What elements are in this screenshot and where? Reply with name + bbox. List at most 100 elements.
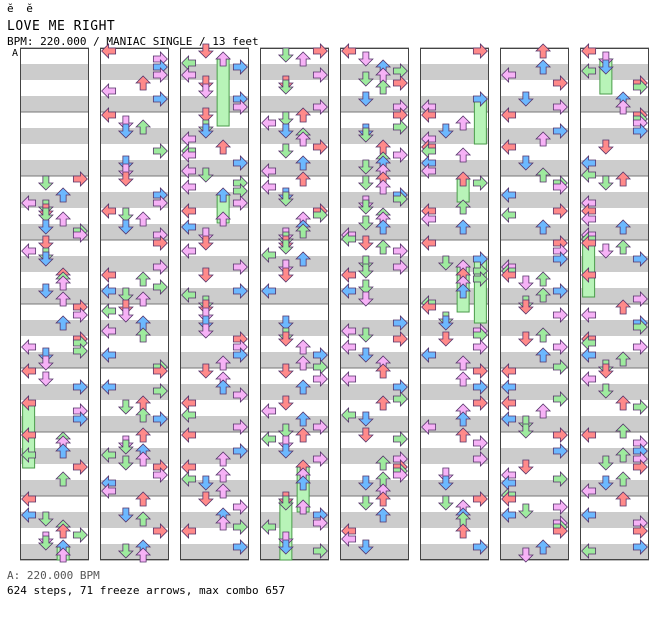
step-arrow-right bbox=[152, 383, 168, 399]
step-arrow-left bbox=[501, 139, 517, 155]
beat-stripe bbox=[180, 128, 249, 144]
beat-stripe bbox=[20, 416, 89, 432]
step-arrow-right bbox=[232, 519, 248, 535]
step-arrow-right bbox=[632, 539, 648, 555]
step-arrow-down bbox=[277, 259, 294, 275]
step-arrow-down bbox=[277, 331, 294, 347]
step-arrow-left bbox=[101, 267, 117, 283]
step-arrow-down bbox=[197, 235, 214, 251]
step-arrow-left bbox=[21, 339, 37, 355]
step-arrow-left bbox=[501, 267, 517, 283]
beat-stripe bbox=[500, 384, 569, 400]
beat-stripe bbox=[500, 288, 569, 304]
step-arrow-down bbox=[277, 539, 294, 555]
step-arrow-right bbox=[152, 67, 168, 83]
step-arrow-down bbox=[197, 363, 214, 379]
step-arrow-down bbox=[517, 331, 534, 347]
step-arrow-up bbox=[295, 171, 312, 187]
step-arrow-left bbox=[261, 115, 277, 131]
step-arrow-down bbox=[277, 423, 294, 439]
step-arrow-right bbox=[632, 291, 648, 307]
step-arrow-right bbox=[552, 123, 568, 139]
step-arrow-up bbox=[615, 239, 632, 255]
step-arrow-left bbox=[21, 427, 37, 443]
beat-stripe bbox=[100, 224, 169, 240]
step-arrow-left bbox=[181, 523, 197, 539]
step-arrow-down bbox=[597, 475, 614, 491]
step-arrow-down bbox=[597, 363, 614, 379]
step-arrow-left bbox=[21, 507, 37, 523]
column-border bbox=[260, 48, 329, 560]
step-arrow-up bbox=[375, 491, 392, 507]
step-arrow-down bbox=[357, 159, 374, 175]
step-arrow-left bbox=[581, 507, 597, 523]
step-arrow-up bbox=[615, 447, 632, 463]
step-arrow-down bbox=[117, 399, 134, 415]
step-arrow-left bbox=[181, 203, 197, 219]
step-arrow-right bbox=[552, 179, 568, 195]
beat-stripe bbox=[420, 320, 489, 336]
step-arrow-right bbox=[632, 339, 648, 355]
step-arrow-left bbox=[21, 447, 37, 463]
beat-stripe bbox=[420, 64, 489, 80]
step-arrow-down bbox=[277, 531, 294, 547]
step-arrow-down bbox=[517, 459, 534, 475]
beat-stripe bbox=[20, 256, 89, 272]
beat-stripe bbox=[420, 256, 489, 272]
step-arrow-up bbox=[535, 219, 552, 235]
step-arrow-left bbox=[261, 163, 277, 179]
step-arrow-down bbox=[117, 163, 134, 179]
step-arrow-down bbox=[37, 235, 54, 251]
beat-stripe bbox=[20, 512, 89, 528]
step-arrow-down bbox=[277, 123, 294, 139]
step-arrow-right bbox=[552, 99, 568, 115]
beat-stripe bbox=[580, 352, 649, 368]
step-arrow-right bbox=[152, 411, 168, 427]
step-arrow-down bbox=[517, 547, 534, 563]
step-arrow-down bbox=[197, 75, 214, 91]
step-arrow-left bbox=[501, 187, 517, 203]
beat-stripe bbox=[340, 352, 409, 368]
step-arrow-up bbox=[135, 119, 152, 135]
step-arrow-right bbox=[392, 75, 408, 91]
step-arrow-down bbox=[197, 107, 214, 123]
step-arrow-left bbox=[501, 67, 517, 83]
beat-stripe bbox=[180, 416, 249, 432]
step-arrow-up bbox=[215, 211, 232, 227]
step-arrow-right bbox=[392, 431, 408, 447]
step-arrow-up bbox=[295, 355, 312, 371]
step-arrow-down bbox=[117, 507, 134, 523]
step-arrow-down bbox=[437, 315, 454, 331]
step-arrow-right bbox=[312, 515, 328, 531]
chart-column bbox=[420, 43, 489, 561]
step-arrow-right bbox=[232, 195, 248, 211]
beat-stripe bbox=[420, 160, 489, 176]
step-arrow-right bbox=[552, 471, 568, 487]
step-arrow-left bbox=[21, 395, 37, 411]
step-arrow-up bbox=[295, 379, 312, 395]
step-arrow-down bbox=[117, 171, 134, 187]
beat-stripe bbox=[340, 480, 409, 496]
beat-stripe bbox=[580, 288, 649, 304]
step-arrow-up bbox=[135, 407, 152, 423]
step-arrow-right bbox=[632, 459, 648, 475]
step-arrow-up bbox=[455, 171, 472, 187]
step-arrow-down bbox=[277, 435, 294, 451]
step-arrow-right bbox=[152, 523, 168, 539]
step-arrow-up bbox=[375, 507, 392, 523]
step-arrow-right bbox=[152, 363, 168, 379]
step-arrow-left bbox=[181, 287, 197, 303]
beat-stripe bbox=[260, 416, 329, 432]
step-arrow-down bbox=[437, 331, 454, 347]
beat-stripe bbox=[580, 512, 649, 528]
beat-stripe bbox=[100, 544, 169, 560]
beat-stripe bbox=[180, 288, 249, 304]
step-arrow-down bbox=[277, 191, 294, 207]
beat-stripe bbox=[420, 384, 489, 400]
step-arrow-down bbox=[37, 371, 54, 387]
step-arrow-down bbox=[197, 123, 214, 139]
beat-stripe bbox=[20, 288, 89, 304]
step-arrow-up bbox=[215, 451, 232, 467]
beat-stripe bbox=[580, 448, 649, 464]
step-arrow-left bbox=[181, 471, 197, 487]
